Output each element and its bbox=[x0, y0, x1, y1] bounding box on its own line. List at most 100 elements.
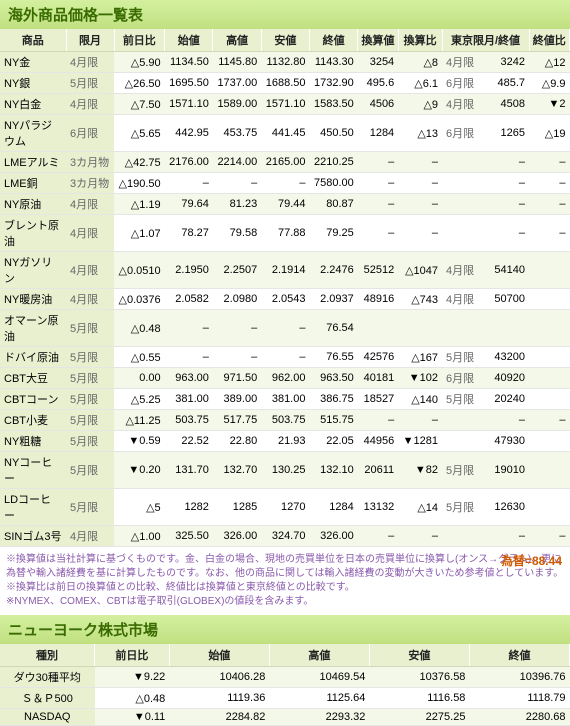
cell: △11.25 bbox=[114, 410, 165, 431]
cell: 43200 bbox=[490, 347, 529, 368]
cell: 6月限 bbox=[442, 115, 490, 152]
stocks-header: 始値 bbox=[169, 644, 269, 667]
cell: 2293.32 bbox=[269, 709, 369, 726]
cell: NY粗糖 bbox=[0, 431, 66, 452]
cell: 503.75 bbox=[261, 410, 309, 431]
cell: 485.7 bbox=[490, 73, 529, 94]
cell: ブレント原油 bbox=[0, 215, 66, 252]
cell: 80.87 bbox=[309, 194, 357, 215]
table-row: CBTコーン5月限△5.25381.00389.00381.00386.7518… bbox=[0, 389, 570, 410]
cell: 381.00 bbox=[261, 389, 309, 410]
cell: 4月限 bbox=[66, 526, 114, 547]
cell: 7580.00 bbox=[309, 173, 357, 194]
cell: △19 bbox=[529, 115, 569, 152]
cell: 324.70 bbox=[261, 526, 309, 547]
cell: 4508 bbox=[490, 94, 529, 115]
table-row: CBT小麦5月限△11.25503.75517.75503.75515.75––… bbox=[0, 410, 570, 431]
cell: 1270 bbox=[261, 489, 309, 526]
cell: 50700 bbox=[490, 289, 529, 310]
table-row: NYパラジウム6月限△5.65442.95453.75441.45450.501… bbox=[0, 115, 570, 152]
cell: 1285 bbox=[213, 489, 261, 526]
cell: 386.75 bbox=[309, 389, 357, 410]
cell: 495.6 bbox=[358, 73, 398, 94]
cell: 77.88 bbox=[261, 215, 309, 252]
cell bbox=[442, 215, 490, 252]
cell: 2284.82 bbox=[169, 709, 269, 726]
cell: 76.54 bbox=[309, 310, 357, 347]
cell: △1.19 bbox=[114, 194, 165, 215]
cell: 2210.25 bbox=[309, 152, 357, 173]
cell: 381.00 bbox=[165, 389, 213, 410]
cell: △42.75 bbox=[114, 152, 165, 173]
cell: △5 bbox=[114, 489, 165, 526]
cell: 78.27 bbox=[165, 215, 213, 252]
table-row: NY原油4月限△1.1979.6481.2379.4480.87–––– bbox=[0, 194, 570, 215]
commodities-header: 高値 bbox=[213, 29, 261, 52]
table-row: LME銅3カ月物△190.50–––7580.00–––– bbox=[0, 173, 570, 194]
cell: – bbox=[261, 173, 309, 194]
cell: NY白金 bbox=[0, 94, 66, 115]
cell: 5月限 bbox=[66, 310, 114, 347]
cell: 2.2476 bbox=[309, 252, 357, 289]
cell bbox=[490, 310, 529, 347]
commodities-header: 終値 bbox=[309, 29, 357, 52]
cell: 5月限 bbox=[442, 389, 490, 410]
cell: SINゴム3号 bbox=[0, 526, 66, 547]
cell: NYパラジウム bbox=[0, 115, 66, 152]
cell: NY原油 bbox=[0, 194, 66, 215]
commodities-header: 東京限月/終値 bbox=[442, 29, 529, 52]
cell: LMEアルミ bbox=[0, 152, 66, 173]
cell: ドバイ原油 bbox=[0, 347, 66, 368]
cell: – bbox=[529, 526, 569, 547]
cell: – bbox=[358, 152, 398, 173]
cell: ▼1281 bbox=[398, 431, 442, 452]
cell: 76.55 bbox=[309, 347, 357, 368]
cell: 20611 bbox=[358, 452, 398, 489]
table-row: LDコーヒー5月限△5128212851270128413132△145月限12… bbox=[0, 489, 570, 526]
cell: 4月限 bbox=[66, 194, 114, 215]
cell: 5月限 bbox=[66, 452, 114, 489]
cell: 79.25 bbox=[309, 215, 357, 252]
cell: – bbox=[398, 526, 442, 547]
cell: △7.50 bbox=[114, 94, 165, 115]
cell: 19010 bbox=[490, 452, 529, 489]
cell: LME銅 bbox=[0, 173, 66, 194]
cell bbox=[529, 489, 569, 526]
cell: – bbox=[165, 347, 213, 368]
cell: 4月限 bbox=[442, 252, 490, 289]
cell bbox=[442, 410, 490, 431]
cell: △0.0376 bbox=[114, 289, 165, 310]
cell: 325.50 bbox=[165, 526, 213, 547]
cell: 1116.58 bbox=[369, 688, 469, 709]
cell: 5月限 bbox=[66, 347, 114, 368]
cell: NASDAQ bbox=[0, 709, 95, 726]
table-row: NY粗糖5月限▼0.5922.5222.8021.9322.0544956▼12… bbox=[0, 431, 570, 452]
cell: △1047 bbox=[398, 252, 442, 289]
cell: 6月限 bbox=[66, 115, 114, 152]
stocks-header: 安値 bbox=[369, 644, 469, 667]
cell: – bbox=[529, 215, 569, 252]
cell: 132.70 bbox=[213, 452, 261, 489]
stocks-header: 高値 bbox=[269, 644, 369, 667]
cell: △0.0510 bbox=[114, 252, 165, 289]
cell bbox=[442, 310, 490, 347]
cell: 1571.10 bbox=[165, 94, 213, 115]
cell: 6月限 bbox=[442, 73, 490, 94]
cell: 2.0980 bbox=[213, 289, 261, 310]
cell: 450.50 bbox=[309, 115, 357, 152]
cell: 21.93 bbox=[261, 431, 309, 452]
cell: △0.55 bbox=[114, 347, 165, 368]
cell: 1695.50 bbox=[165, 73, 213, 94]
cell: CBTコーン bbox=[0, 389, 66, 410]
cell: 54140 bbox=[490, 252, 529, 289]
commodities-notes: 為替=88.44 ※換算値は当社計算に基づくものです。金、白金の場合、現地の売買… bbox=[0, 547, 570, 615]
cell: △9 bbox=[398, 94, 442, 115]
cell: – bbox=[165, 310, 213, 347]
cell: – bbox=[261, 347, 309, 368]
cell: CBT大豆 bbox=[0, 368, 66, 389]
cell: – bbox=[165, 173, 213, 194]
cell: ダウ30種平均 bbox=[0, 667, 95, 688]
cell: 4月限 bbox=[66, 215, 114, 252]
cell: 3カ月物 bbox=[66, 173, 114, 194]
cell: 962.00 bbox=[261, 368, 309, 389]
